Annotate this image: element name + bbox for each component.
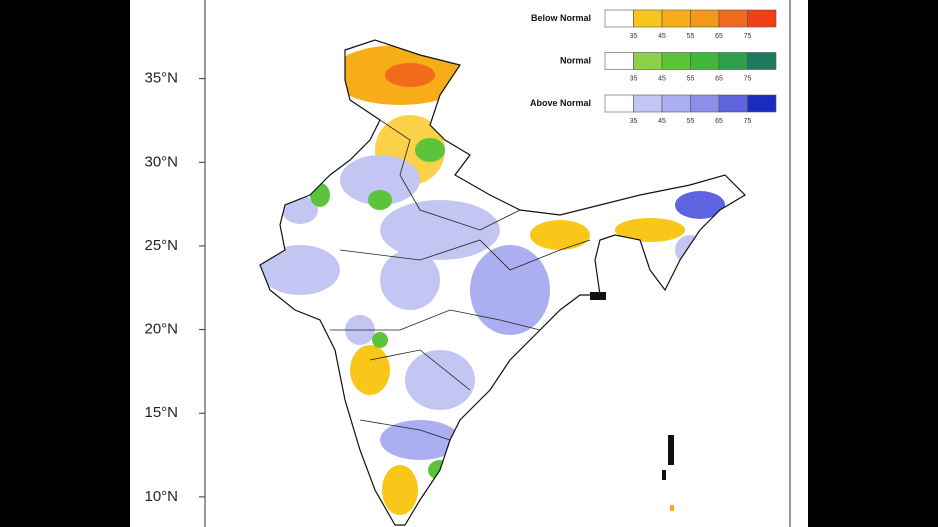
legend: Below Normal 35 45 55 65 75 Normal 35 45 55 65 75 Ab… — [530, 9, 777, 125]
legend-swatch — [633, 52, 663, 70]
legend-tick-label: 75 — [744, 75, 752, 82]
letterbox-left — [0, 0, 130, 527]
legend-swatch — [690, 94, 720, 113]
legend-swatch — [661, 52, 691, 70]
state-borders — [330, 119, 591, 441]
legend-swatch — [661, 9, 691, 28]
legend-swatch — [633, 94, 663, 113]
legend-tick-label: 75 — [744, 118, 752, 125]
y-tick-label: 25°N — [144, 237, 178, 254]
legend-swatch — [747, 52, 777, 70]
legend-tick-label: 75 — [744, 33, 752, 40]
island — [668, 435, 674, 465]
legend-tick-label: 65 — [715, 118, 723, 125]
legend-tick-label: 35 — [630, 118, 638, 125]
legend-swatch — [747, 94, 777, 113]
y-tick-label: 35°N — [144, 70, 178, 87]
y-tick-label: 15°N — [144, 404, 178, 421]
legend-swatch — [604, 52, 634, 70]
country-outline — [259, 39, 746, 526]
legend-tick-label: 65 — [715, 33, 723, 40]
legend-swatch — [718, 52, 748, 70]
legend-label: Below Normal — [531, 13, 591, 23]
letterbox-right — [808, 0, 938, 527]
legend-tick-label: 35 — [630, 75, 638, 82]
legend-tick-label: 65 — [715, 75, 723, 82]
islands — [590, 292, 674, 511]
legend-swatch — [661, 94, 691, 113]
legend-tick-label: 55 — [687, 75, 695, 82]
island — [662, 470, 666, 480]
y-tick-label: 30°N — [144, 153, 178, 170]
y-tick-label: 10°N — [144, 488, 178, 505]
legend-label: Above Normal — [530, 98, 591, 108]
legend-tick-label: 55 — [687, 118, 695, 125]
legend-label: Normal — [560, 55, 591, 65]
island — [670, 505, 674, 511]
legend-swatch — [633, 9, 663, 28]
legend-swatch — [604, 94, 634, 113]
legend-swatch — [604, 9, 634, 28]
legend-tick-label: 45 — [658, 75, 666, 82]
legend-tick-label: 35 — [630, 33, 638, 40]
legend-swatch — [718, 94, 748, 113]
legend-tick-label: 45 — [658, 118, 666, 125]
latitude-axis: 10°N 15°N 20°N 25°N 30°N 35°N 40°N — [144, 0, 205, 505]
legend-swatch — [690, 52, 720, 70]
legend-tick-label: 45 — [658, 33, 666, 40]
y-tick-label: 40°N — [144, 0, 178, 3]
legend-swatch — [747, 9, 777, 28]
legend-swatch — [718, 9, 748, 28]
y-tick-label: 20°N — [144, 321, 178, 338]
island — [590, 292, 606, 300]
legend-tick-label: 55 — [687, 33, 695, 40]
legend-swatch — [690, 9, 720, 28]
